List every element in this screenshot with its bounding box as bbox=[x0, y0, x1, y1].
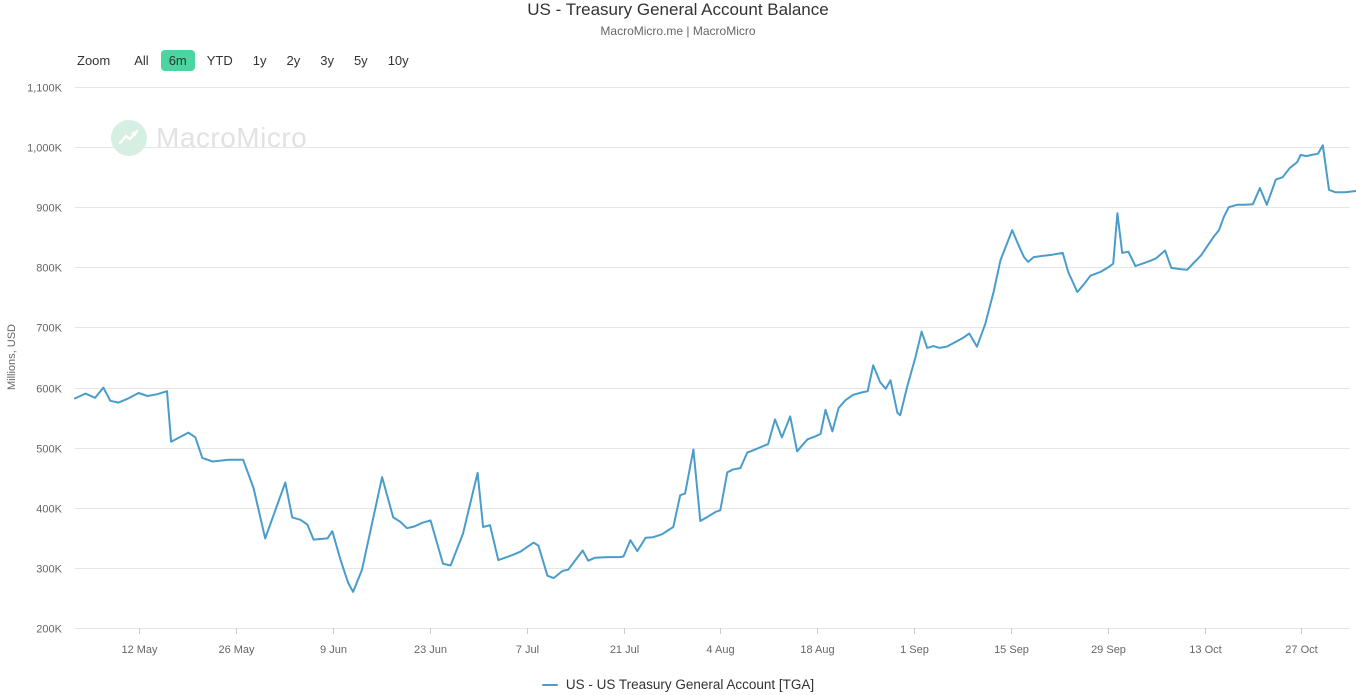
x-tick-label: 4 Aug bbox=[706, 644, 734, 656]
y-axis-title: Millions, USD bbox=[6, 323, 18, 391]
zoom-range-button-6m[interactable]: 6m bbox=[160, 50, 195, 71]
y-tick-label-900: 900K bbox=[36, 203, 62, 215]
x-tick-label: 21 Jul bbox=[610, 644, 639, 656]
legend-item-tga[interactable]: US - US Treasury General Account [TGA] bbox=[0, 677, 1356, 692]
chart-subtitle: MacroMicro.me | MacroMicro bbox=[600, 24, 756, 38]
zoom-range-button-5y[interactable]: 5y bbox=[346, 50, 376, 71]
y-tick-label-500: 500K bbox=[36, 444, 62, 456]
y-tick-label-1000: 1,000K bbox=[27, 143, 63, 155]
zoom-toolbar-label: Zoom bbox=[77, 53, 111, 68]
legend-line-marker-icon bbox=[541, 683, 558, 686]
page-title: US - Treasury General Account Balance bbox=[527, 0, 829, 19]
y-tick-label-800: 800K bbox=[36, 263, 62, 275]
x-tick-label: 7 Jul bbox=[516, 644, 539, 656]
y-tick-label-1100: 1,100K bbox=[27, 83, 63, 95]
x-tick-label: 26 May bbox=[218, 644, 255, 656]
zoom-range-button-2y[interactable]: 2y bbox=[278, 50, 308, 71]
zoom-range-button-ytd[interactable]: YTD bbox=[199, 50, 241, 71]
y-tick-label-300: 300K bbox=[36, 564, 62, 576]
x-tick-label: 13 Oct bbox=[1189, 644, 1221, 656]
y-tick-label-200: 200K bbox=[36, 624, 62, 636]
y-tick-label-400: 400K bbox=[36, 504, 62, 516]
x-tick-label: 12 May bbox=[121, 644, 158, 656]
zoom-range-button-10y[interactable]: 10y bbox=[380, 50, 417, 71]
zoom-buttons-group: All 6m YTD 1y 2y 3y 5y 10y bbox=[124, 50, 418, 71]
x-tick-label: 27 Oct bbox=[1285, 644, 1317, 656]
legend-label: US - US Treasury General Account [TGA] bbox=[565, 677, 815, 692]
x-tick-label: 18 Aug bbox=[800, 644, 834, 656]
x-tick-label: 15 Sep bbox=[994, 644, 1029, 656]
zoom-range-button-1y[interactable]: 1y bbox=[245, 50, 275, 71]
y-tick-label-700: 700K bbox=[36, 323, 62, 335]
zoom-toolbar: Zoom All 6m YTD 1y 2y 3y 5y 10y bbox=[77, 50, 419, 71]
x-tick-label: 9 Jun bbox=[320, 644, 347, 656]
zoom-range-button-3y[interactable]: 3y bbox=[312, 50, 342, 71]
zoom-range-button-all[interactable]: All bbox=[126, 50, 156, 71]
y-tick-label-600: 600K bbox=[36, 384, 62, 396]
x-tick-label: 1 Sep bbox=[900, 644, 929, 656]
x-tick-label: 23 Jun bbox=[414, 644, 447, 656]
series-line-tga bbox=[74, 144, 1356, 593]
x-tick-label: 29 Sep bbox=[1091, 644, 1126, 656]
